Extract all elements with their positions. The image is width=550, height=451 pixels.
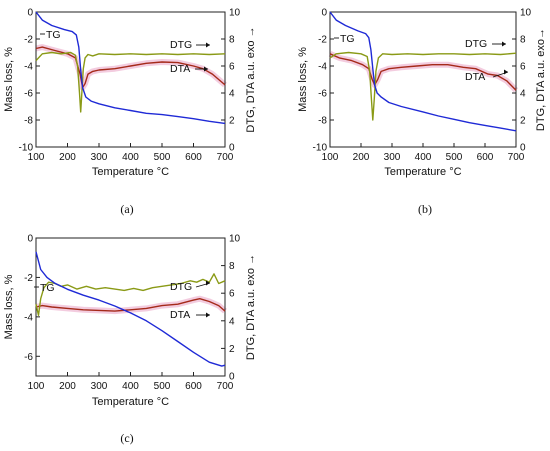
dtg-annotation: DTG xyxy=(170,39,192,51)
y-left-tick-label: -8 xyxy=(318,116,327,127)
plot-frame xyxy=(329,11,517,148)
y-left-tick-label: -10 xyxy=(313,143,328,154)
x-tick-label: 200 xyxy=(59,381,76,392)
y-right-tick-label: 6 xyxy=(229,289,235,300)
x-axis-label: Temperature °C xyxy=(384,166,461,178)
x-axis-label: Temperature °C xyxy=(92,166,169,178)
x-tick-label: 200 xyxy=(353,152,370,163)
y-left-tick-label: -2 xyxy=(24,35,33,46)
y-right-axis-label: DTG, DTA a.u. exo→ xyxy=(535,28,547,131)
arrow-head-icon xyxy=(204,66,208,72)
dta-annotation: DTA xyxy=(170,63,190,75)
y-left-axis-label: Mass loss, % xyxy=(297,47,309,112)
y-right-tick-label: 0 xyxy=(229,372,235,383)
y-left-tick-label: -4 xyxy=(24,312,33,323)
y-right-tick-label: 4 xyxy=(520,89,526,100)
chart-panel-c: 100 200 300 400 500 600 700 -6 -4 -2 0 0 2 4 6 8 10 TG DTG… xyxy=(3,234,257,446)
x-tick-label: 100 xyxy=(28,152,45,163)
x-tick-label: 300 xyxy=(91,152,108,163)
x-tick-label: 700 xyxy=(217,381,234,392)
y-right-tick-label: 6 xyxy=(520,62,526,73)
y-right-tick-label: 8 xyxy=(520,35,526,46)
x-tick-label: 100 xyxy=(322,152,339,163)
arrow-head-icon xyxy=(504,69,508,75)
dtg-curve xyxy=(35,273,226,316)
x-tick-label: 400 xyxy=(122,381,139,392)
tg-annotation: TG xyxy=(340,33,355,45)
panel-caption: (b) xyxy=(418,202,432,216)
y-left-axis-label: Mass loss, % xyxy=(3,47,15,112)
y-left-axis-label: Mass loss, % xyxy=(3,274,15,339)
panel-caption: (a) xyxy=(120,202,133,216)
dtg-annotation: DTG xyxy=(465,38,487,50)
x-tick-label: 700 xyxy=(217,152,234,163)
dta-curve xyxy=(35,46,226,89)
x-tick-label: 500 xyxy=(154,381,171,392)
y-left-tick-label: -6 xyxy=(24,352,33,363)
y-left-tick-label: -2 xyxy=(24,273,33,284)
y-left-tick-label: -6 xyxy=(318,89,327,100)
tg-curve xyxy=(35,251,226,367)
y-right-tick-label: 2 xyxy=(229,344,235,355)
y-right-tick-label: 8 xyxy=(229,35,235,46)
x-tick-label: 200 xyxy=(59,152,76,163)
y-right-axis-label: DTG, DTA a.u. exo → xyxy=(245,254,257,360)
y-left-tick-label: 0 xyxy=(27,234,33,245)
y-right-tick-label: 0 xyxy=(229,143,235,154)
x-tick-label: 600 xyxy=(185,381,202,392)
y-left-tick-label: 0 xyxy=(321,8,327,19)
arrow-head-icon xyxy=(206,280,210,286)
dtg-annotation: DTG xyxy=(170,281,192,293)
tg-annotation: TG xyxy=(46,29,61,41)
x-tick-label: 500 xyxy=(154,152,171,163)
x-tick-label: 500 xyxy=(446,152,463,163)
dta-noise-band xyxy=(328,51,519,93)
y-right-tick-label: 0 xyxy=(520,143,526,154)
y-right-tick-label: 4 xyxy=(229,89,235,100)
x-tick-label: 600 xyxy=(477,152,494,163)
x-tick-label: 400 xyxy=(415,152,432,163)
y-right-tick-label: 4 xyxy=(229,316,235,327)
y-right-tick-label: 10 xyxy=(229,234,241,245)
y-right-tick-label: 2 xyxy=(520,116,526,127)
y-right-tick-label: 2 xyxy=(229,116,235,127)
y-right-axis-label: DTG, DTA a.u. exo → xyxy=(245,26,257,132)
tg-curve xyxy=(35,11,226,125)
dtg-curve xyxy=(35,51,226,113)
y-right-tick-label: 10 xyxy=(520,8,532,19)
dta-annotation: DTA xyxy=(170,309,190,321)
chart-panel-b: 100 200 300 400 500 600 700 -10 -8 -6 -4 -2 0 0 2 4 6 8 10… xyxy=(297,8,547,217)
x-tick-label: 700 xyxy=(508,152,525,163)
y-left-tick-label: -8 xyxy=(24,116,33,127)
x-axis-label: Temperature °C xyxy=(92,396,169,408)
y-left-tick-label: -6 xyxy=(24,89,33,100)
tg-curve xyxy=(329,11,517,132)
y-left-tick-label: -2 xyxy=(318,35,327,46)
arrow-head-icon xyxy=(206,42,210,48)
arrow-head-icon xyxy=(206,312,210,318)
dtg-curve xyxy=(329,51,517,121)
panel-caption: (c) xyxy=(120,431,133,445)
y-right-tick-label: 8 xyxy=(229,261,235,272)
y-left-tick-label: -4 xyxy=(318,62,327,73)
x-tick-label: 400 xyxy=(122,152,139,163)
dta-annotation: DTA xyxy=(465,71,485,83)
x-tick-label: 300 xyxy=(91,381,108,392)
dta-curve xyxy=(329,53,517,91)
chart-panel-a: 100 200 300 400 500 600 700 -10 -8 -6 -4 -2 0 0 2 4 6 8 10… xyxy=(3,8,257,217)
x-tick-label: 100 xyxy=(28,381,45,392)
x-tick-label: 300 xyxy=(384,152,401,163)
y-left-tick-label: -10 xyxy=(19,143,34,154)
y-right-tick-label: 10 xyxy=(229,8,241,19)
y-left-tick-label: -4 xyxy=(24,62,33,73)
x-tick-label: 600 xyxy=(185,152,202,163)
plot-frame xyxy=(35,11,226,148)
tg-annotation: TG xyxy=(40,282,55,294)
arrow-head-icon xyxy=(502,41,506,47)
y-left-tick-label: 0 xyxy=(27,8,33,19)
y-right-tick-label: 6 xyxy=(229,62,235,73)
dta-curve xyxy=(35,298,226,312)
